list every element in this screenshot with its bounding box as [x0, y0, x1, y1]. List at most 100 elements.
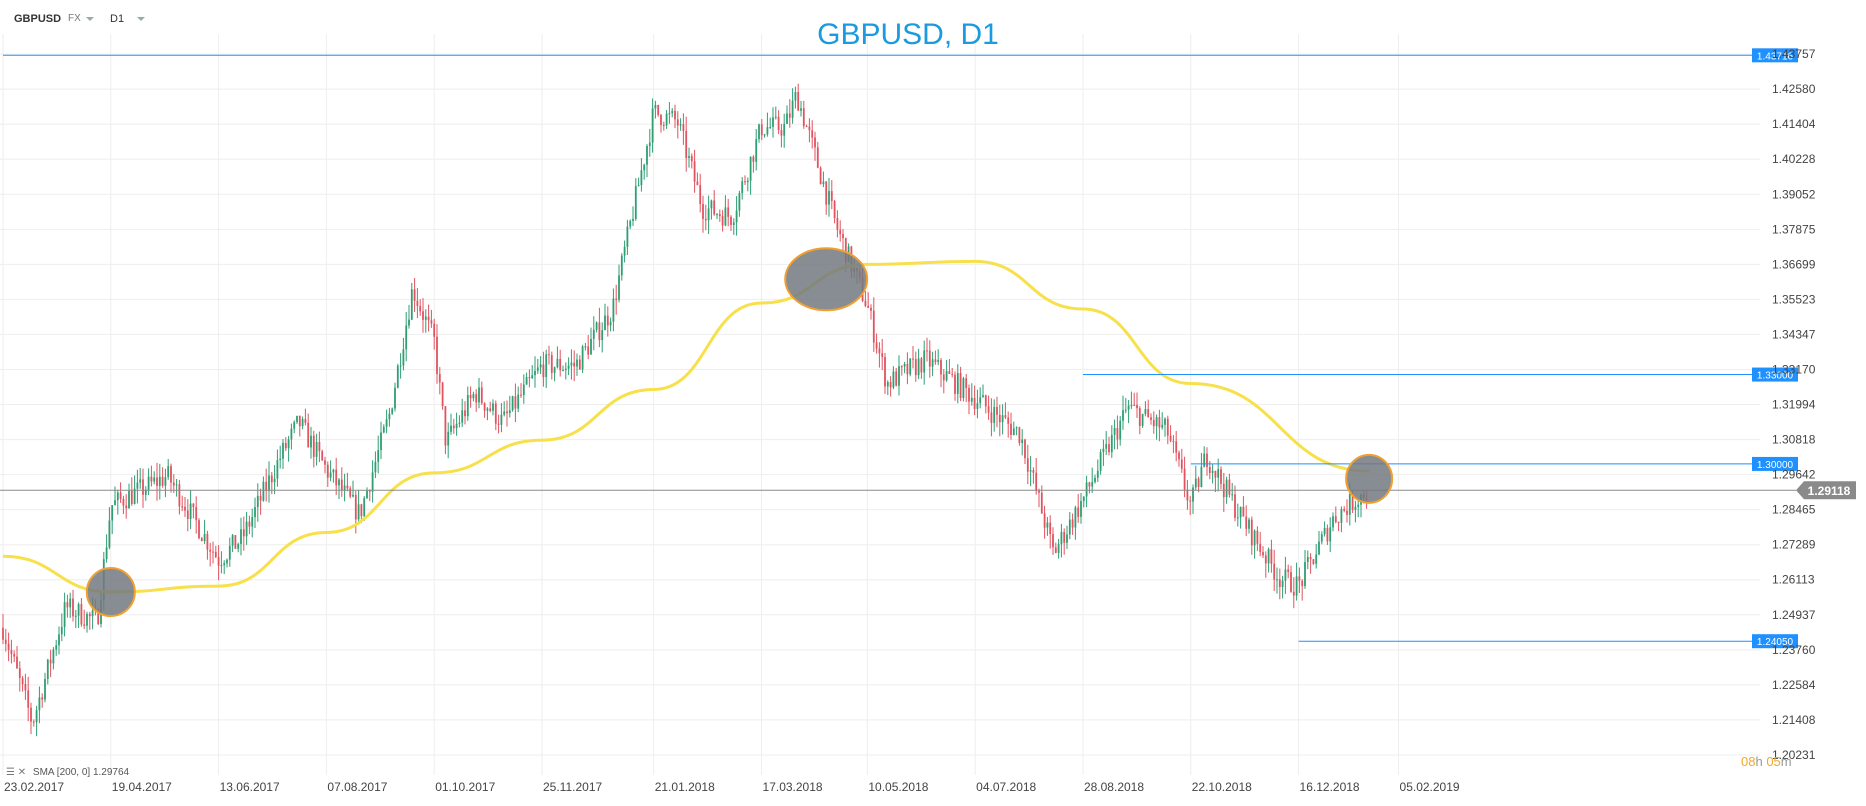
- candle-body: [472, 394, 475, 399]
- candle-body: [1021, 439, 1024, 444]
- candle-body: [1340, 509, 1343, 523]
- candle-body: [1144, 409, 1147, 414]
- candle-body: [780, 130, 783, 136]
- candle-body: [427, 316, 430, 321]
- candle-body: [346, 485, 349, 489]
- price-tick-label: 1.24937: [1772, 608, 1816, 622]
- candle-body: [405, 325, 408, 350]
- candle-body: [833, 200, 836, 219]
- candle-body: [870, 307, 872, 311]
- candle-body: [900, 366, 903, 368]
- candle-body: [1169, 435, 1172, 441]
- candle-body: [1105, 444, 1108, 449]
- highlight-circle: [784, 247, 869, 312]
- candle-body: [1057, 544, 1060, 553]
- candle-body: [699, 185, 702, 205]
- candle-body: [80, 604, 83, 625]
- candle-body: [175, 484, 178, 486]
- time-tick-label: 13.06.2017: [220, 780, 280, 794]
- candle-body: [987, 406, 990, 413]
- candle-body: [486, 408, 489, 411]
- candle-body: [1248, 519, 1250, 529]
- candle-body: [44, 678, 46, 700]
- candle-body: [903, 363, 906, 367]
- candle-body: [702, 204, 704, 219]
- candle-body: [273, 478, 276, 483]
- chevron-down-icon[interactable]: [86, 17, 94, 21]
- candle-body: [111, 505, 114, 521]
- candle-body: [1343, 509, 1346, 511]
- time-tick-label: 21.01.2018: [655, 780, 715, 794]
- candle-body: [433, 323, 436, 337]
- candle-body: [133, 488, 136, 504]
- candle-body: [122, 498, 125, 506]
- candle-body: [279, 458, 282, 461]
- candle-body: [1054, 547, 1057, 553]
- instrument-type[interactable]: FX: [68, 13, 81, 24]
- price-tick-label: 1.28465: [1772, 503, 1816, 517]
- candle-body: [732, 222, 735, 226]
- candle-body: [1043, 513, 1046, 528]
- candle-body: [13, 654, 16, 657]
- timeframe-selector[interactable]: D1: [110, 13, 125, 25]
- candle-body: [161, 476, 164, 486]
- candle-body: [214, 551, 217, 558]
- candle-body: [872, 310, 875, 343]
- candle-body: [825, 181, 828, 205]
- candle-body: [1099, 452, 1102, 471]
- candle-body: [875, 342, 878, 349]
- candle-body: [1138, 408, 1141, 426]
- price-tick-label: 1.29642: [1772, 468, 1816, 482]
- candle-body: [1004, 415, 1007, 418]
- candle-body: [1035, 472, 1038, 491]
- candle-body: [878, 348, 881, 354]
- candle-body: [979, 397, 982, 404]
- candle-body: [839, 229, 842, 235]
- chevron-down-icon[interactable]: [137, 17, 145, 21]
- candle-body: [119, 492, 122, 499]
- candle-body: [730, 216, 732, 226]
- candle-body: [1010, 423, 1012, 435]
- candle-body: [917, 358, 920, 376]
- candle-body: [1220, 469, 1222, 484]
- candle-body: [324, 460, 326, 465]
- candle-body: [497, 423, 500, 425]
- time-tick-label: 10.05.2018: [868, 780, 928, 794]
- price-level-label: 1.33000: [1757, 371, 1794, 382]
- candle-body: [58, 634, 60, 646]
- candle-body: [564, 368, 567, 370]
- candle-body: [1189, 500, 1192, 502]
- highlight-markers: [85, 247, 1394, 618]
- candle-body: [802, 108, 805, 127]
- candle-body: [1052, 534, 1054, 548]
- list-icon[interactable]: ☰ ✕: [6, 767, 27, 778]
- candle-body: [559, 358, 562, 371]
- candle-body: [1276, 579, 1278, 581]
- candle-body: [128, 491, 130, 509]
- candle-body: [1096, 470, 1099, 478]
- candle-body: [704, 218, 707, 221]
- candle-body: [492, 403, 494, 411]
- symbol-selector[interactable]: GBPUSD: [14, 13, 62, 25]
- time-tick-label: 23.02.2017: [4, 780, 64, 794]
- price-tick-label: 1.30818: [1772, 433, 1816, 447]
- candle-body: [360, 504, 363, 517]
- candle-body: [147, 476, 150, 490]
- candle-body: [539, 364, 542, 368]
- candle-body: [945, 371, 948, 381]
- price-tick-label: 1.23760: [1772, 643, 1816, 657]
- candlestick-series: [2, 83, 1368, 737]
- price-tick-label: 1.31994: [1772, 398, 1816, 412]
- candle-body: [402, 349, 405, 366]
- candle-body: [391, 408, 394, 414]
- candle-body: [1357, 504, 1360, 507]
- candle-body: [142, 479, 144, 495]
- candle-body: [797, 92, 800, 111]
- candle-body: [1203, 453, 1206, 467]
- candle-body: [1102, 448, 1105, 453]
- candle-body: [1304, 562, 1306, 587]
- candle-body: [209, 549, 212, 552]
- candle-body: [91, 610, 94, 617]
- candle-body: [682, 124, 685, 131]
